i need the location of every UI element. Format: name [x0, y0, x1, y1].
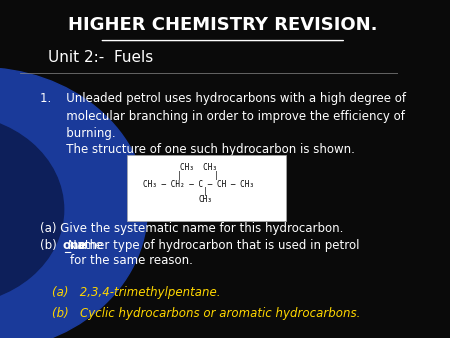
Text: burning.: burning. — [40, 127, 115, 140]
Text: |: | — [203, 188, 207, 196]
Text: CH₃  CH₃: CH₃ CH₃ — [180, 163, 217, 172]
Text: Unit 2:-  Fuels: Unit 2:- Fuels — [48, 50, 153, 65]
Text: for the same reason.: for the same reason. — [40, 255, 193, 267]
Circle shape — [0, 115, 63, 304]
Text: CH₃ – CH₂ – C — CH – CH₃: CH₃ – CH₂ – C — CH – CH₃ — [144, 180, 254, 189]
Text: (b)   Cyclic hydrocarbons or aromatic hydrocarbons.: (b) Cyclic hydrocarbons or aromatic hydr… — [52, 307, 360, 320]
Circle shape — [0, 68, 147, 338]
Text: CH₃: CH₃ — [198, 195, 212, 204]
Text: one: one — [63, 239, 87, 251]
Text: (a)   2,3,4-trimethylpentane.: (a) 2,3,4-trimethylpentane. — [52, 286, 220, 299]
Text: (b)   Name: (b) Name — [40, 239, 106, 251]
Text: 1.    Unleaded petrol uses hydrocarbons with a high degree of: 1. Unleaded petrol uses hydrocarbons wit… — [40, 92, 406, 104]
Text: |       |: | | — [177, 171, 219, 179]
Text: molecular branching in order to improve the efficiency of: molecular branching in order to improve … — [40, 110, 405, 123]
Text: HIGHER CHEMISTRY REVISION.: HIGHER CHEMISTRY REVISION. — [68, 16, 378, 34]
FancyBboxPatch shape — [127, 155, 287, 221]
Text: The structure of one such hydrocarbon is shown.: The structure of one such hydrocarbon is… — [40, 143, 355, 156]
Text: (a) Give the systematic name for this hydrocarbon.: (a) Give the systematic name for this hy… — [40, 222, 343, 235]
Text: other type of hydrocarbon that is used in petrol: other type of hydrocarbon that is used i… — [74, 239, 359, 251]
